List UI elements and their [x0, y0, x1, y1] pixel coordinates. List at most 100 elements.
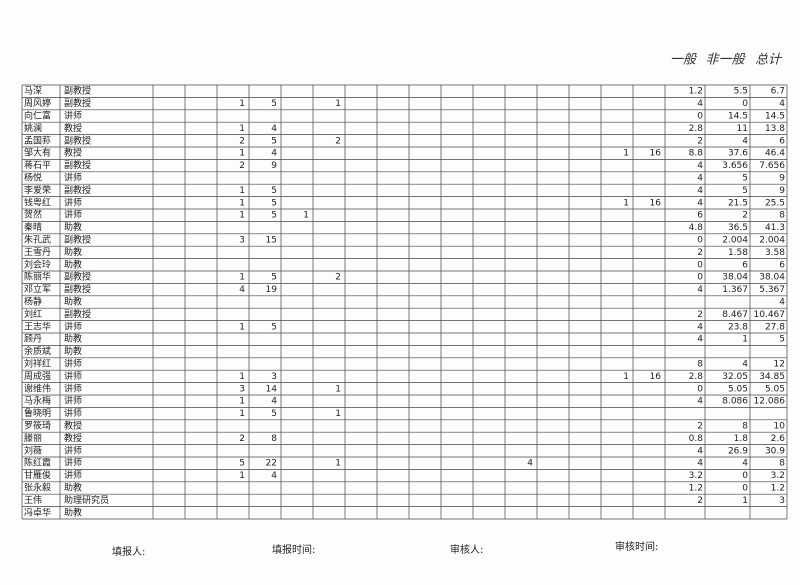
- general-cell: 4: [697, 397, 703, 407]
- total-cell: 8: [779, 211, 785, 221]
- count-cell: 1: [335, 99, 341, 109]
- count-cell: 1: [239, 409, 245, 419]
- general-cell: 4.8: [689, 223, 704, 233]
- count-cell: 1: [239, 322, 245, 332]
- name-cell: 张永毅: [24, 482, 51, 494]
- other-cell: 21.5: [728, 198, 748, 208]
- general-cell: 4: [697, 459, 703, 469]
- other-cell: 4: [742, 136, 748, 146]
- general-cell: 0: [697, 384, 703, 394]
- title-cell: 讲师: [64, 457, 82, 469]
- general-cell: 2: [697, 496, 703, 506]
- other-cell: 14.5: [728, 112, 748, 122]
- other-cell: 4: [742, 360, 748, 370]
- other-cell: 36.5: [728, 223, 748, 233]
- total-cell: 5.05: [765, 384, 785, 394]
- other-cell: 1: [742, 335, 748, 345]
- name-cell: 姚澜: [24, 122, 42, 134]
- general-cell: 3.2: [689, 471, 703, 481]
- total-cell: 7.656: [759, 161, 785, 171]
- count-cell: 4: [239, 285, 245, 295]
- count-cell: 1: [239, 397, 245, 407]
- title-cell: 讲师: [64, 110, 82, 122]
- name-cell: 顾丹: [24, 334, 42, 345]
- other-cell: 8.467: [722, 310, 748, 320]
- count-cell: 2: [239, 136, 245, 146]
- total-cell: 4: [779, 298, 785, 308]
- total-cell: 6.7: [771, 87, 785, 97]
- count-cell: 3: [239, 236, 245, 246]
- total-cell: 2.004: [759, 236, 785, 246]
- count-cell: 15: [266, 236, 277, 246]
- general-cell: 4: [697, 161, 703, 171]
- other-cell: 0: [742, 471, 748, 481]
- count-cell: 1: [239, 186, 245, 196]
- title-cell: 助教: [64, 482, 82, 494]
- general-cell: 0: [697, 236, 703, 246]
- total-cell: 12.086: [754, 397, 786, 407]
- total-cell: 8: [779, 459, 785, 469]
- other-cell: 8: [742, 422, 748, 432]
- column-header: 一般: [670, 53, 698, 68]
- total-cell: 12: [774, 360, 785, 370]
- count-cell: 16: [650, 372, 662, 382]
- total-cell: 6: [779, 260, 785, 270]
- count-cell: 4: [527, 459, 533, 469]
- other-cell: 2: [742, 211, 748, 221]
- general-cell: 8.8: [689, 149, 704, 159]
- name-cell: 滕丽: [24, 432, 42, 444]
- count-cell: 16: [650, 198, 662, 208]
- name-cell: 孟国荪: [24, 134, 51, 146]
- count-cell: 1: [239, 99, 245, 109]
- count-cell: 3: [271, 372, 277, 382]
- count-cell: 1: [623, 372, 629, 382]
- count-cell: 4: [271, 471, 277, 481]
- title-cell: 教授: [64, 420, 82, 432]
- general-cell: 2: [697, 248, 703, 258]
- name-cell: 秦晴: [24, 221, 42, 233]
- count-cell: 5: [271, 198, 277, 208]
- general-cell: 8: [697, 360, 703, 370]
- footer-label: 审核人:: [450, 543, 483, 556]
- general-cell: 2: [697, 136, 703, 146]
- title-cell: 讲师: [64, 407, 82, 419]
- total-cell: 9: [779, 174, 785, 184]
- count-cell: 2: [239, 161, 245, 171]
- general-cell: 1.2: [689, 87, 703, 97]
- general-cell: 4: [697, 285, 703, 295]
- title-cell: 讲师: [64, 469, 82, 481]
- other-cell: 11: [737, 124, 748, 134]
- count-cell: 5: [271, 322, 277, 332]
- title-cell: 教授: [64, 147, 82, 159]
- count-cell: 22: [266, 459, 277, 469]
- total-cell: 34.85: [759, 372, 785, 382]
- general-cell: 2: [697, 422, 703, 432]
- name-cell: 鲁晓明: [24, 407, 51, 419]
- name-cell: 陈丽华: [24, 271, 51, 283]
- other-cell: 8.086: [722, 397, 748, 407]
- count-cell: 5: [271, 136, 277, 146]
- total-cell: 13.8: [765, 124, 785, 134]
- total-cell: 30.9: [765, 446, 785, 456]
- column-header: 非一般: [705, 53, 746, 68]
- total-cell: 6: [779, 136, 785, 146]
- title-cell: 讲师: [64, 172, 82, 184]
- name-cell: 邹大有: [24, 147, 51, 159]
- title-cell: 副教授: [64, 308, 91, 320]
- other-cell: 1.367: [722, 285, 748, 295]
- name-cell: 谢维伟: [24, 382, 51, 394]
- general-cell: 1.2: [689, 484, 703, 494]
- count-cell: 1: [239, 149, 245, 159]
- footer-label: 填报人:: [112, 545, 145, 558]
- title-cell: 讲师: [64, 395, 82, 407]
- count-cell: 1: [335, 459, 341, 469]
- name-cell: 钱粤红: [24, 196, 51, 208]
- count-cell: 5: [239, 459, 245, 469]
- title-cell: 助教: [64, 246, 82, 258]
- general-cell: 0: [697, 260, 703, 270]
- total-cell: 10.467: [754, 310, 786, 320]
- count-cell: 5: [271, 273, 277, 283]
- name-cell: 周成强: [24, 370, 51, 382]
- name-cell: 刘薇: [24, 444, 42, 456]
- title-cell: 讲师: [64, 358, 82, 370]
